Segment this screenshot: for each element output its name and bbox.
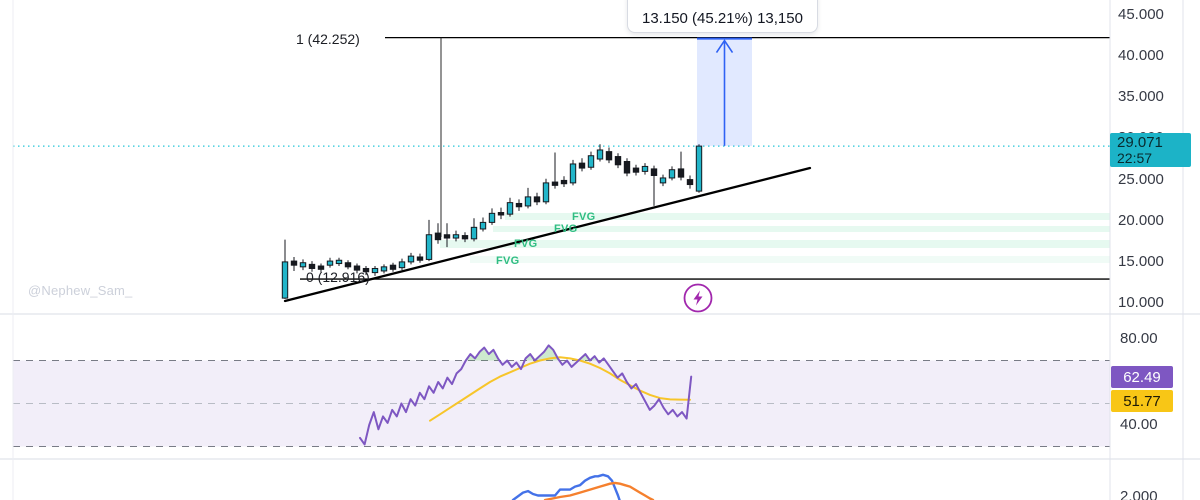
candlestick-series [281, 144, 703, 299]
price-axis-label: 25.000 [1118, 171, 1164, 188]
current-price-value: 29.071 [1117, 133, 1163, 151]
candle-up [524, 196, 532, 207]
candle-up [488, 212, 496, 223]
candle-down [389, 264, 397, 270]
price-axis-label: 10.000 [1118, 294, 1164, 311]
candle-down [677, 168, 685, 178]
candle-up [380, 266, 388, 272]
countdown-timer: 22:57 [1117, 149, 1153, 166]
candle-down [434, 232, 442, 241]
candle-up [479, 221, 487, 230]
rsi-overbought-fill [524, 345, 560, 361]
candle-down [623, 160, 631, 174]
candle-down [515, 202, 523, 208]
candle-up [407, 255, 415, 263]
candle-down [560, 179, 568, 185]
fvg-zone-label: FVG [572, 211, 596, 223]
candle-up [398, 261, 406, 269]
candle-up [506, 202, 514, 215]
candle-up [470, 226, 478, 240]
price-range-arrowhead [715, 39, 734, 54]
candle-down [308, 263, 316, 269]
fvg-zone-label: FVG [514, 238, 538, 250]
lightning-icon [693, 290, 703, 306]
fvg-zone[interactable] [470, 256, 1110, 263]
rsi-value-badge: 62.49 [1111, 366, 1173, 388]
price-axis-label: 20.000 [1118, 212, 1164, 229]
candle-up [371, 267, 379, 274]
price-axis-label: 40.000 [1118, 47, 1164, 64]
candle-down [290, 260, 298, 266]
candle-up [425, 234, 433, 260]
candle-down [614, 156, 622, 166]
candle-down [650, 168, 658, 176]
candle-down [497, 212, 505, 216]
candle-up [299, 262, 307, 268]
candle-down [578, 162, 586, 169]
candle-up [587, 155, 595, 168]
rsi-axis-label: 80.00 [1120, 330, 1158, 347]
fvg-zone[interactable] [493, 226, 1110, 232]
candle-down [605, 151, 613, 161]
candle-up [596, 149, 604, 160]
candle-up [659, 177, 667, 184]
blue-indicator-line [511, 473, 621, 500]
measure-tooltip-text: 13.150 (45.21%) 13,150 [642, 10, 803, 27]
candle-down [632, 167, 640, 173]
candle-down [533, 196, 541, 203]
candle-down [686, 179, 694, 186]
candle-up [281, 261, 289, 299]
candle-down [443, 234, 451, 239]
indicator-axis-label: 2.000 [1120, 488, 1158, 500]
candle-down [461, 235, 469, 240]
candle-up [452, 234, 460, 239]
fvg-zone-label: FVG [554, 223, 578, 235]
measure-tooltip: 13.150 (45.21%) 13,150 [627, 0, 818, 33]
candle-up [668, 169, 676, 179]
fvg-zone[interactable] [505, 213, 1110, 220]
candle-up [326, 260, 334, 266]
rsi-overbought-fill [465, 347, 500, 361]
price-axis-label: 15.000 [1118, 253, 1164, 270]
rsi-axis-label: 40.00 [1120, 416, 1158, 433]
orange-indicator-line [543, 481, 655, 500]
rsi-line [359, 344, 693, 446]
fvg-zone[interactable] [440, 240, 1110, 248]
current-price-badge: 29.071 22:57 [1110, 133, 1191, 167]
candle-down [362, 267, 370, 273]
fib-level-0-label[interactable]: 0 (12.916) [306, 269, 370, 285]
candle-up [695, 145, 703, 192]
candle-down [344, 262, 352, 268]
rsi-ma-line [429, 356, 691, 422]
rsi-ma-value-badge: 51.77 [1111, 390, 1173, 412]
fvg-zone-label: FVG [496, 255, 520, 267]
price-axis-label: 35.000 [1118, 88, 1164, 105]
ascending-trendline[interactable] [283, 166, 812, 303]
candle-up [641, 165, 649, 172]
fib-level-1-label[interactable]: 1 (42.252) [296, 31, 360, 47]
candle-down [416, 256, 424, 261]
candle-up [569, 163, 577, 184]
candle-down [551, 181, 559, 186]
candle-down [317, 265, 325, 270]
candle-up [542, 182, 550, 203]
candle-up [335, 259, 343, 265]
candle-down [353, 265, 361, 271]
price-axis-label: 45.000 [1118, 6, 1164, 23]
watermark-username: @Nephew_Sam_ [28, 283, 133, 298]
